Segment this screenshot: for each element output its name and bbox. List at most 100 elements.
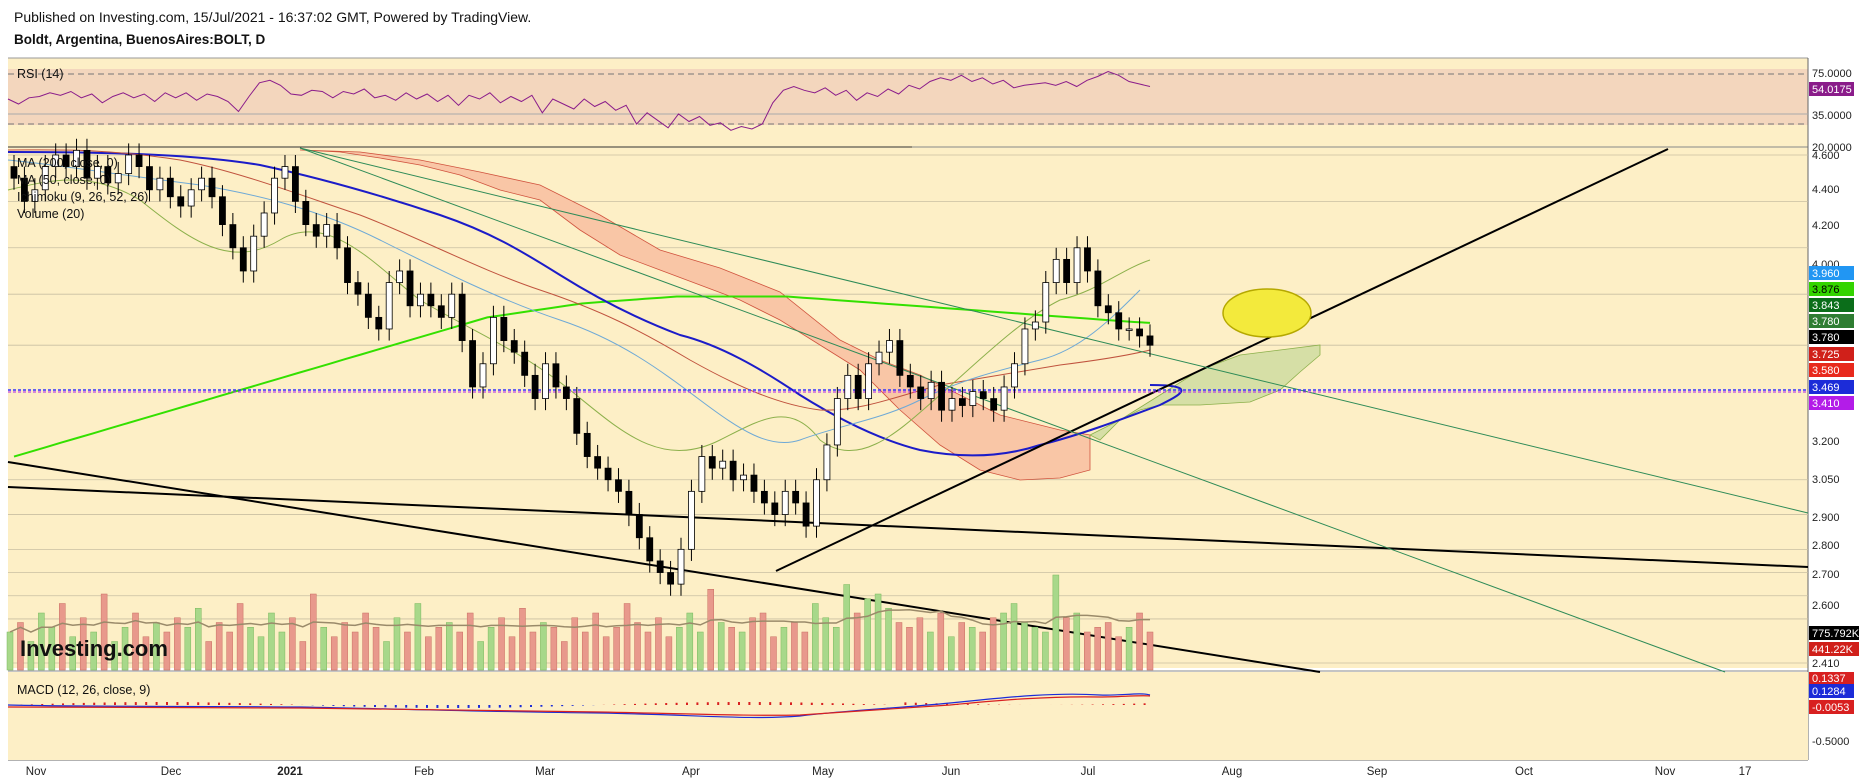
volume-bar [989, 617, 997, 671]
macd-histogram-bar [394, 705, 397, 708]
macd-histogram-bar [831, 703, 834, 705]
candle-body [948, 398, 956, 411]
macd-histogram-bar [384, 705, 387, 708]
macd-histogram-bar [498, 705, 501, 708]
price-tick-4400: 4.400 [1812, 184, 1840, 196]
volume-bar [100, 593, 108, 671]
volume-bar [927, 631, 934, 671]
volume-bar [791, 622, 798, 671]
volume-bar [69, 636, 77, 671]
candle-body [1031, 321, 1039, 330]
volume-bar [550, 627, 558, 671]
candle-body [250, 235, 258, 272]
tag-volume-bg [1809, 626, 1859, 640]
macd-histogram-bar [582, 705, 584, 706]
candle-body [1011, 363, 1018, 388]
volume-bar [446, 622, 453, 671]
volume-bar [184, 627, 192, 671]
price-tick-3200: 3.200 [1812, 436, 1840, 448]
volume-bar [540, 622, 547, 671]
macd-pane-background [8, 672, 1808, 760]
candle-body [458, 293, 466, 341]
candle-body [990, 398, 998, 411]
volume-bar [1063, 617, 1070, 671]
ma200-line [13, 295, 1151, 458]
candle-body [344, 247, 351, 283]
rsi-tick-20: 20.0000 [1812, 142, 1852, 154]
candle-body [698, 456, 706, 492]
volume-bar [968, 627, 976, 671]
macd-histogram-bar [644, 703, 647, 705]
volume-bar [1104, 622, 1112, 671]
volume-bar [1146, 631, 1154, 671]
volume-bar [801, 631, 809, 671]
candle-body [927, 381, 935, 399]
price-tick-2800: 2.800 [1812, 540, 1840, 552]
volume-bar [613, 627, 620, 671]
candle-body [917, 386, 925, 399]
macd-histogram-bar [467, 705, 470, 708]
rsi-tick-35: 35.0000 [1812, 110, 1852, 122]
macd-histogram-bar [821, 702, 824, 705]
macd-histogram-bar [540, 705, 543, 707]
macd-histogram-bar [696, 702, 699, 705]
macd-signal-line [7, 695, 1151, 716]
volume-bar [1136, 612, 1143, 671]
candle-body [886, 340, 893, 353]
macd-histogram-bar [758, 702, 761, 705]
macd-histogram-bar [218, 702, 220, 705]
candle-body [938, 381, 945, 411]
macd-histogram-bar [72, 703, 75, 705]
candle-body [302, 200, 310, 225]
candle-body [802, 502, 810, 527]
candle-body [146, 166, 153, 191]
candle-body [427, 293, 435, 307]
volume-bar [466, 612, 474, 671]
macd-histogram-bar [550, 705, 553, 707]
tag-3876: 3.876 [1812, 284, 1840, 296]
candle-body [364, 293, 372, 318]
macd-histogram-bar [405, 705, 408, 708]
macd-histogram-bar [779, 702, 782, 705]
macd-histogram-bar [675, 702, 678, 705]
macd-histogram-bar [634, 703, 636, 705]
candle-body [781, 490, 789, 515]
volume-bar [738, 631, 746, 671]
candle-body [229, 224, 237, 249]
macd-tag-macd-bg [1809, 684, 1854, 698]
tag-3780-green-bg [1809, 314, 1854, 328]
volume-bars [6, 574, 1154, 671]
macd-histogram-bar [238, 703, 241, 705]
macd-histogram-bar [519, 705, 522, 708]
volume-bar [529, 631, 537, 671]
candle-body [385, 282, 393, 330]
price-candles [10, 138, 1154, 596]
volume-bar [937, 612, 945, 671]
candle-body [760, 490, 768, 504]
time-axis-label: Aug [1222, 766, 1242, 778]
macd-histogram-bar [415, 705, 418, 708]
time-axis-label: Sep [1367, 766, 1387, 778]
macd-histogram-bar [925, 703, 928, 705]
macd-histogram [20, 702, 1146, 708]
time-axis-label: 17 [1739, 766, 1752, 778]
macd-histogram-bar [374, 705, 376, 708]
volume-bar [257, 636, 265, 671]
candle-body [906, 374, 914, 388]
investing-watermark: Investing.com [20, 636, 168, 661]
macd-histogram-bar [457, 705, 460, 708]
candle-body [1021, 328, 1029, 365]
volume-bar [310, 593, 317, 671]
macd-histogram-bar [176, 702, 179, 705]
macd-histogram-bar [800, 702, 803, 705]
candle-body [656, 560, 664, 573]
candle-body [1042, 282, 1050, 323]
macd-line [7, 693, 1151, 719]
time-axis-label: Dec [161, 766, 182, 778]
tag-3469-bg [1809, 380, 1854, 394]
tenkan-sen-line [7, 159, 1141, 444]
volume-bar [1073, 612, 1081, 671]
candle-body [62, 154, 70, 167]
macd-histogram-bar [103, 702, 106, 705]
